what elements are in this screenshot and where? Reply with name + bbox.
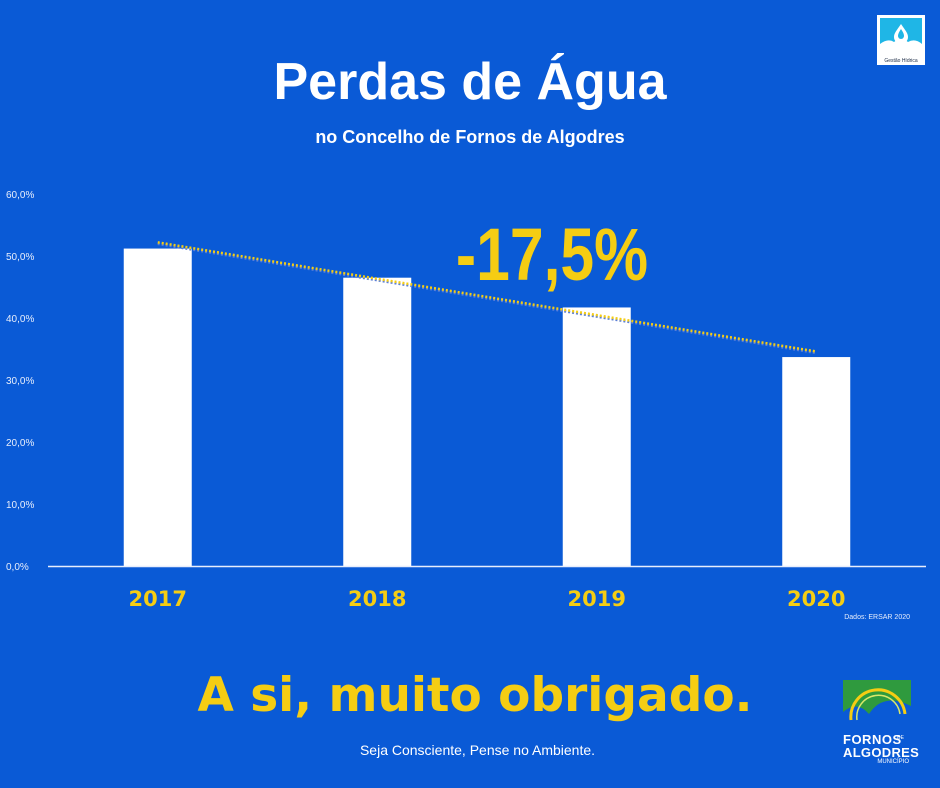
water-management-badge: Gestão Hídrica [877, 15, 925, 65]
source-note: Dados: ERSAR 2020 [844, 614, 910, 621]
trendline [157, 241, 817, 353]
municipality-logo: FORNOS DE ALGODRES MUNICÍPIO [843, 680, 920, 770]
y-tick-label: 20,0% [6, 438, 34, 449]
change-annotation: -17,5% [456, 214, 648, 296]
bar-2017 [123, 248, 192, 566]
page-subtitle: no Concelho de Fornos de Algodres [315, 127, 625, 147]
y-tick-label: 30,0% [6, 376, 34, 387]
trendline-shadow [157, 242, 817, 355]
page-title: Perdas de Água [273, 53, 667, 111]
water-drop-icon [880, 18, 922, 54]
logo-emblem-icon [843, 680, 911, 730]
x-tick-label: 2019 [568, 587, 626, 611]
bar-chart: 0,0% 10,0% 20,0% 30,0% 40,0% 50,0% 60,0% 2017 20… [6, 190, 926, 611]
y-tick-label: 50,0% [6, 252, 34, 263]
y-tick-label: 60,0% [6, 190, 34, 201]
y-tick-label: 10,0% [6, 500, 34, 511]
logo-line-2: ALGODRES [843, 745, 920, 760]
tagline: Seja Consciente, Pense no Ambiente. [359, 742, 596, 758]
badge-label: Gestão Hídrica [884, 58, 918, 64]
logo-line-1: FORNOS [843, 732, 902, 747]
x-tick-label: 2017 [129, 587, 187, 611]
bar-2019 [562, 307, 631, 566]
bar-2018 [343, 277, 412, 566]
x-tick-label: 2018 [348, 587, 406, 611]
thanks-message: A si, muito obrigado. [197, 668, 753, 723]
bar-2020 [782, 357, 851, 566]
y-tick-label: 40,0% [6, 314, 34, 325]
logo-line-3: MUNICÍPIO [877, 759, 909, 765]
logo-de: DE [897, 735, 904, 741]
x-tick-label: 2020 [787, 587, 845, 611]
y-tick-label: 0,0% [6, 562, 29, 573]
